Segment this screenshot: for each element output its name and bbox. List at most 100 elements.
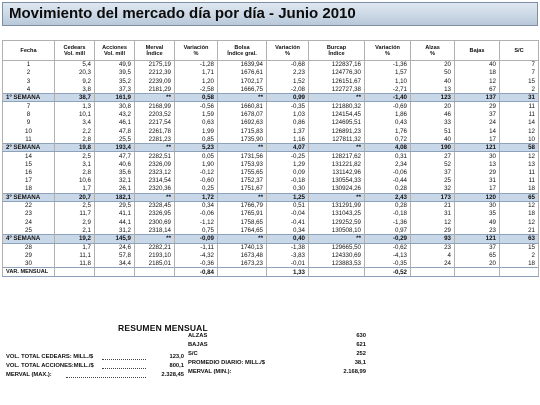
table-cell: ** <box>134 234 175 244</box>
summary-title: RESUMEN MENSUAL <box>118 323 208 333</box>
table-cell: 2,34 <box>364 160 411 169</box>
table-cell: 124776,30 <box>308 68 365 78</box>
table-row: 17 10,6 32,1 2314,54 -0,60 1752,37 -0,18 130554… <box>2 176 539 185</box>
table-cell: 123883,53 <box>308 259 365 268</box>
table-cell: 11 <box>499 110 539 119</box>
table-cell: 15 <box>499 77 539 86</box>
table-cell: 0,97 <box>364 226 411 235</box>
table-cell: 1765,91 <box>217 209 267 219</box>
table-cell: 30 <box>454 151 500 161</box>
table-cell: 1752,37 <box>217 176 267 185</box>
table-cell: 2212,39 <box>134 68 175 78</box>
table-cell: 12 <box>499 126 539 136</box>
table-cell: -0,56 <box>174 101 218 111</box>
table-cell: 24,6 <box>94 243 135 252</box>
table-cell: 123 <box>410 93 455 103</box>
table-cell: 17 <box>454 135 500 144</box>
table-cell: 2217,54 <box>134 118 175 127</box>
column-header: Bolsa Índice gral. <box>217 40 267 61</box>
table-cell: 12 <box>410 218 455 227</box>
table-cell: 5,4 <box>54 60 95 69</box>
table-cell: 1,86 <box>364 110 411 119</box>
table-cell: 14 <box>499 118 539 127</box>
table-cell: 67 <box>454 85 500 94</box>
table-cell: 9,2 <box>54 77 95 86</box>
table-cell: 2 <box>499 85 539 94</box>
table-cell: 1740,13 <box>217 243 267 252</box>
table-cell: 23 <box>454 226 500 235</box>
table-cell: 37,3 <box>94 85 135 94</box>
table-row: 1 5,4 49,9 2175,19 -1,28 1639,94 -0,68 122837,1… <box>2 60 539 69</box>
table-cell: 0,34 <box>174 201 218 210</box>
table-cell: 29 <box>454 168 500 177</box>
table-cell: 20 <box>454 259 500 268</box>
table-cell: 15 <box>2 160 55 169</box>
table-cell: 2,23 <box>266 68 309 78</box>
column-header: Acciones Vol. mill <box>94 40 135 61</box>
table-cell: 2,8 <box>54 135 95 144</box>
table-row: 23 11,7 41,1 2326,95 -0,06 1765,91 -0,04 131043… <box>2 209 539 219</box>
table-cell: 2314,54 <box>134 176 175 185</box>
table-cell: 2326,09 <box>134 160 175 169</box>
table-cell: 31 <box>454 176 500 185</box>
table-cell: 121880,32 <box>308 101 365 111</box>
table-cell: 29 <box>2 251 55 260</box>
table-cell: 49 <box>454 218 500 227</box>
table-cell: 26,1 <box>94 184 135 194</box>
table-cell: 1731,56 <box>217 151 267 161</box>
table-cell: 121 <box>454 142 500 153</box>
table-cell: 1639,94 <box>217 60 267 69</box>
table-cell: 63 <box>499 234 539 244</box>
table-row: 11 2,8 25,5 2281,23 0,85 1735,90 1,16 127811,32… <box>2 135 539 144</box>
table-cell: 20,3 <box>54 68 95 78</box>
table-cell: 0,34 <box>266 226 309 235</box>
week-summary-row: 2º SEMANA 19,8 193,4 ** 5,23 ** 4,07 ** 4,08 190 1… <box>2 142 539 153</box>
table-cell: 18 <box>499 184 539 194</box>
table-cell: -0,06 <box>174 209 218 219</box>
table-cell: 23 <box>410 243 455 252</box>
table-cell: 1692,63 <box>217 118 267 127</box>
leader-dots <box>66 372 146 378</box>
table-cell <box>410 267 455 277</box>
week-summary-row: 4º SEMANA 19,2 145,9 ** -0,09 ** 0,40 ** -0,29 93… <box>2 234 539 244</box>
table-cell: 18 <box>2 184 55 194</box>
table-cell <box>94 267 135 277</box>
table-cell: 40 <box>410 77 455 86</box>
table-cell: 122727,38 <box>308 85 365 94</box>
table-cell: -1,38 <box>266 243 309 252</box>
table-cell: 2281,23 <box>134 135 175 144</box>
table-cell <box>134 267 175 277</box>
table-cell: 1,10 <box>364 77 411 86</box>
table-cell: 2193,10 <box>134 251 175 260</box>
table-cell: 11 <box>499 168 539 177</box>
table-cell: 21 <box>499 226 539 235</box>
table-cell: 2,2 <box>54 126 95 136</box>
table-cell: 1755,65 <box>217 168 267 177</box>
table-cell: -0,04 <box>266 209 309 219</box>
table-cell: 21 <box>410 201 455 210</box>
table-row: 4 3,8 37,3 2181,29 -2,58 1666,75 -2,08 122727,3… <box>2 85 539 94</box>
table-cell: ** <box>308 234 365 244</box>
table-cell: 43,2 <box>94 110 135 119</box>
table-cell: -0,60 <box>174 176 218 185</box>
table-cell: 11 <box>2 135 55 144</box>
table-cell: 2185,01 <box>134 259 175 268</box>
table-cell: 15 <box>499 243 539 252</box>
table-cell <box>217 267 267 277</box>
table-cell: 35 <box>454 209 500 219</box>
column-header: Merval Índice <box>134 40 175 61</box>
table-cell: 37 <box>410 168 455 177</box>
table-cell: 128217,62 <box>308 151 365 161</box>
table-cell: 2,9 <box>54 218 95 227</box>
table-cell: 10,6 <box>54 176 95 185</box>
column-header: Cedears Vol. mill <box>54 40 95 61</box>
table-cell: 190 <box>410 142 455 153</box>
table-row: 7 1,3 30,8 2168,99 -0,56 1660,81 -0,35 121880,3… <box>2 101 539 111</box>
table-cell: 1,90 <box>174 160 218 169</box>
table-cell: 12 <box>499 201 539 210</box>
table-cell: 120 <box>454 192 500 203</box>
table-cell: 37 <box>454 110 500 119</box>
table-cell: ** <box>217 234 267 244</box>
table-cell: 11 <box>499 101 539 111</box>
table-cell: 12 <box>499 151 539 161</box>
